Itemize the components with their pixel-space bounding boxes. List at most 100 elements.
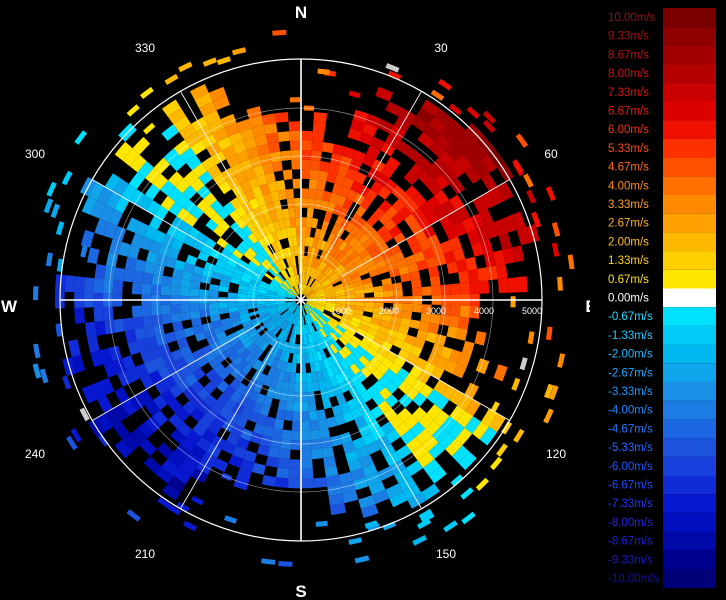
velocity-cell: [304, 304, 312, 312]
velocity-cell: [447, 210, 462, 226]
velocity-cell: [319, 315, 329, 324]
velocity-cell: [258, 237, 268, 249]
velocity-cell: [301, 373, 307, 383]
velocity-cell: [99, 204, 115, 223]
velocity-cell: [306, 291, 315, 297]
velocity-cell: [517, 276, 528, 293]
velocity-cell: [291, 430, 301, 441]
velocity-cell: [348, 251, 359, 261]
velocity-cell: [207, 164, 222, 179]
velocity-cell: [469, 141, 488, 161]
velocity-cell: [262, 224, 272, 236]
velocity-cell: [349, 159, 362, 172]
velocity-cell: [108, 345, 122, 362]
velocity-cell: [373, 351, 386, 363]
velocity-cell: [287, 292, 296, 298]
velocity-cell: [545, 326, 553, 341]
velocity-cell: [310, 312, 318, 321]
velocity-cell: [388, 322, 400, 332]
velocity-cell: [284, 312, 292, 321]
velocity-cell: [287, 277, 294, 287]
velocity-cell: [338, 381, 349, 394]
velocity-cell: [405, 386, 420, 401]
velocity-cell: [301, 344, 305, 355]
velocity-cell: [289, 304, 297, 312]
velocity-cell: [218, 405, 232, 420]
velocity-cell: [497, 278, 509, 294]
velocity-cell: [220, 274, 232, 283]
velocity-cell: [319, 276, 329, 285]
velocity-cell: [281, 208, 290, 219]
velocity-cell: [404, 373, 418, 387]
velocity-cell: [253, 422, 265, 435]
velocity-cell: [313, 477, 328, 488]
velocity-cell: [278, 219, 286, 230]
velocity-cell: [384, 334, 396, 345]
velocity-cell: [462, 148, 480, 167]
velocity-cell: [158, 343, 171, 357]
velocity-cell: [288, 256, 294, 267]
velocity-cell: [218, 285, 229, 293]
colorbar-label: -5.33m/s: [608, 442, 653, 454]
velocity-cell: [174, 259, 186, 271]
velocity-cell: [360, 197, 373, 210]
velocity-cell: [301, 130, 313, 141]
velocity-cell: [278, 370, 286, 381]
velocity-cell: [297, 344, 301, 355]
velocity-cell: [240, 159, 253, 172]
velocity-cell: [199, 309, 210, 318]
range-label-1000: 1000: [331, 306, 351, 316]
velocity-cell: [216, 392, 230, 406]
velocity-cell: [205, 218, 219, 232]
velocity-cell: [263, 375, 273, 387]
velocity-cell: [173, 115, 191, 132]
velocity-cell: [415, 428, 432, 445]
velocity-cell: [164, 73, 179, 85]
velocity-cell: [179, 345, 193, 358]
velocity-cell: [80, 229, 95, 248]
colorbar-label: 4.67m/s: [608, 162, 649, 174]
velocity-cell: [248, 260, 259, 270]
velocity-cell: [318, 379, 327, 391]
velocity-cell: [450, 283, 461, 295]
velocity-cell: [342, 146, 356, 159]
velocity-cell: [275, 250, 283, 261]
velocity-cell: [352, 280, 363, 287]
velocity-cell: [451, 445, 470, 464]
velocity-cell: [175, 178, 191, 194]
velocity-cell: [464, 416, 482, 434]
velocity-cell: [360, 221, 372, 234]
velocity-cell: [315, 350, 323, 362]
velocity-cell: [203, 110, 221, 126]
velocity-cell: [470, 213, 485, 230]
velocity-cell: [129, 154, 147, 173]
velocity-cell: [338, 206, 349, 219]
velocity-cell: [305, 275, 310, 286]
velocity-cell: [208, 86, 227, 102]
velocity-cell: [336, 324, 346, 334]
velocity-cell: [275, 295, 286, 299]
velocity-cell: [281, 381, 290, 392]
velocity-cell: [278, 561, 293, 567]
velocity-cell: [341, 333, 352, 343]
velocity-cell: [543, 408, 554, 424]
velocity-cell: [289, 97, 301, 103]
velocity-cell: [428, 141, 446, 158]
velocity-cell: [286, 391, 295, 402]
velocity-cell: [309, 267, 316, 277]
velocity-cell: [265, 132, 279, 144]
velocity-cell: [204, 237, 217, 249]
velocity-cell: [392, 282, 403, 291]
velocity-cell: [94, 264, 106, 280]
velocity-cell: [345, 450, 359, 463]
velocity-cell: [190, 380, 204, 394]
velocity-cell: [306, 301, 317, 304]
velocity-cell: [173, 468, 191, 485]
velocity-cell: [137, 194, 153, 211]
velocity-cell: [310, 279, 318, 288]
velocity-cell: [270, 266, 279, 275]
velocity-cell: [372, 312, 383, 320]
velocity-cell: [190, 444, 207, 460]
velocity-cell: [438, 78, 453, 91]
velocity-cell: [287, 291, 296, 297]
